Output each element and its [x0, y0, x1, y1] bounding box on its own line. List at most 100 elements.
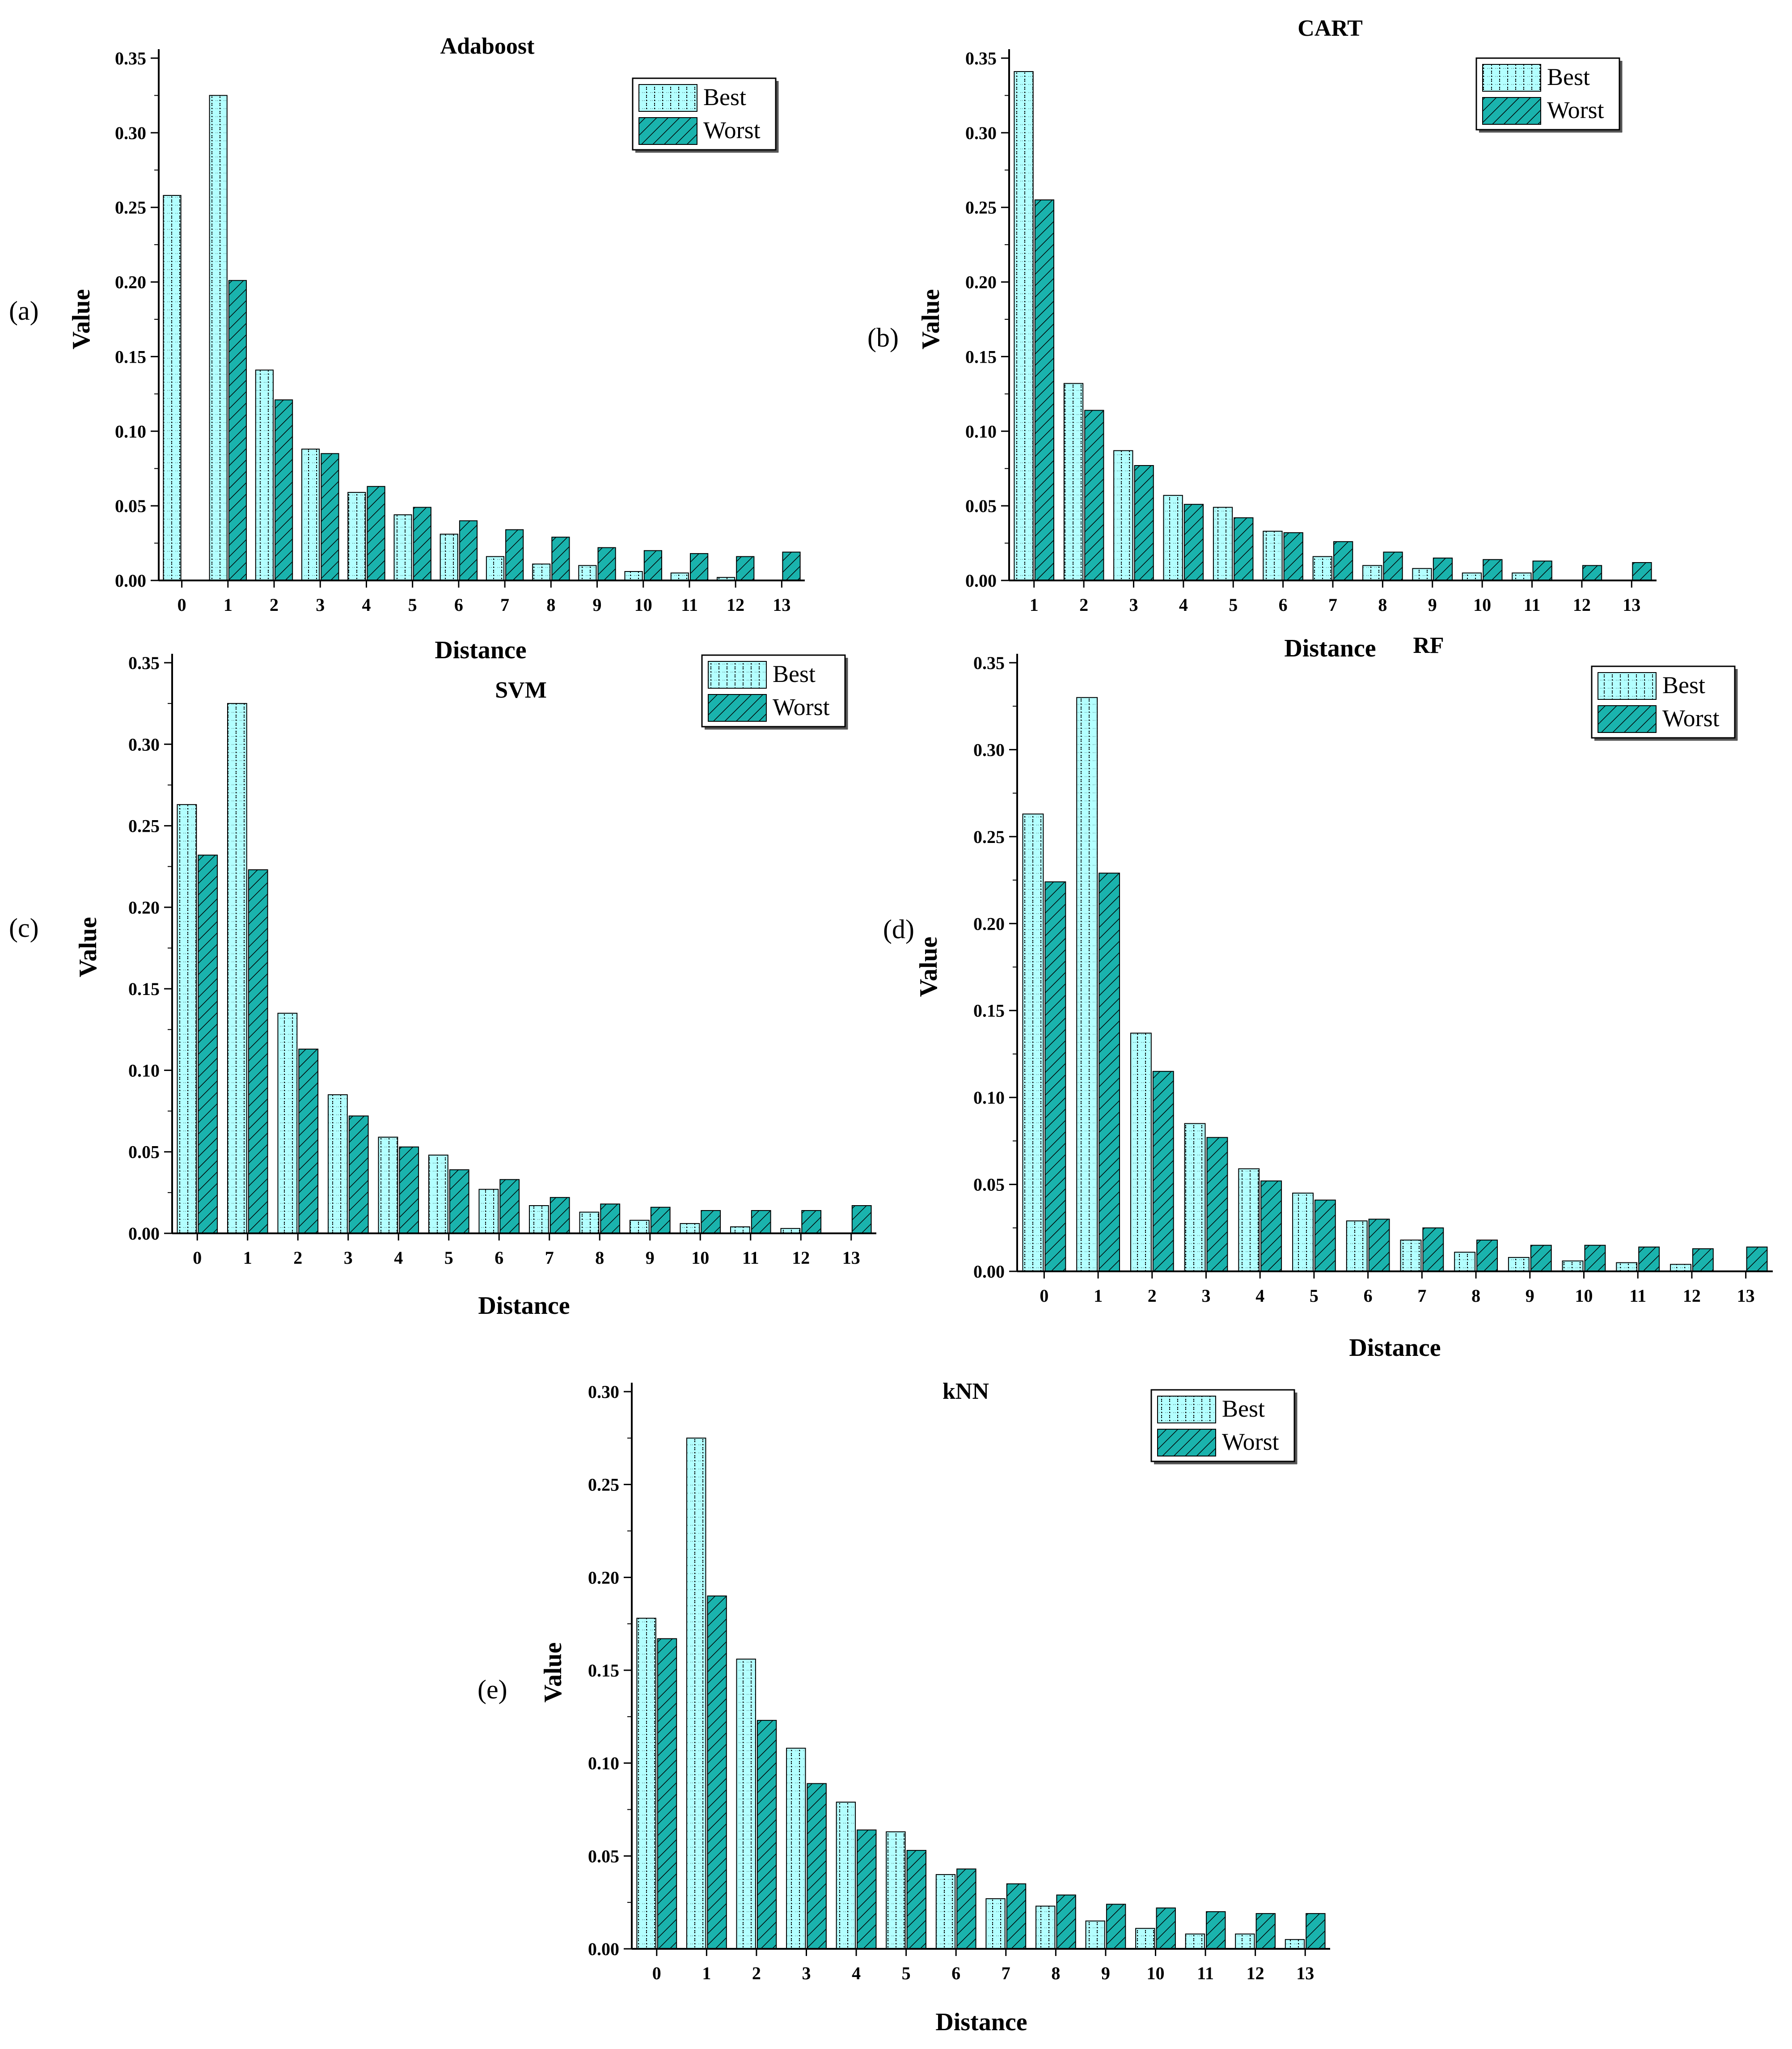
- chart-knn: (e) kNN Distance Value 0.00 0.05 0.10 0.15 0…: [478, 1379, 1330, 2036]
- y-tick-label: 0.05: [588, 1846, 619, 1866]
- bar-best-5: [428, 1155, 448, 1234]
- bar-best-1: [209, 95, 228, 581]
- bar-worst-8: [1476, 1240, 1498, 1272]
- panel-label: (a): [9, 296, 39, 326]
- x-tick-label: 6: [494, 1248, 503, 1268]
- bar-best-8: [1035, 1905, 1056, 1949]
- bar-worst-11: [1532, 560, 1552, 581]
- x-tick-label: 3: [1129, 595, 1138, 615]
- y-tick-label: 0.05: [128, 1142, 160, 1162]
- x-tick-label: 9: [646, 1248, 655, 1268]
- bar-best-5: [1213, 507, 1233, 581]
- x-tick-label: 6: [951, 1963, 960, 1983]
- y-tick-label: 0.25: [965, 198, 997, 218]
- bar-worst-12: [1255, 1913, 1276, 1950]
- bar-best-1: [1014, 71, 1034, 581]
- chart-title: SVM: [495, 677, 547, 703]
- x-tick-label: 4: [362, 595, 371, 615]
- bar-worst-10: [1156, 1907, 1176, 1950]
- x-tick-label: 5: [1310, 1286, 1319, 1306]
- bar-best-0: [636, 1617, 656, 1949]
- legend-label-best: Best: [1547, 64, 1590, 90]
- bar-best-6: [440, 533, 458, 581]
- bar-worst-3: [807, 1783, 827, 1949]
- bar-worst-0: [198, 855, 218, 1234]
- bar-worst-9: [650, 1207, 671, 1234]
- bar-best-1: [1076, 697, 1098, 1272]
- x-axis-label: Distance: [935, 2008, 1027, 2036]
- chart-adaboost: (a) Adaboost Distance Value 0.00 0.05 0.10…: [9, 34, 805, 664]
- bar-worst-6: [1283, 532, 1303, 581]
- x-tick-label: 13: [773, 595, 790, 615]
- bar-best-12: [1235, 1933, 1255, 1949]
- bar-best-4: [1238, 1168, 1260, 1272]
- bar-best-10: [680, 1223, 700, 1234]
- bar-worst-13: [1306, 1913, 1326, 1950]
- bar-worst-4: [857, 1829, 877, 1949]
- bar-worst-0: [1044, 881, 1066, 1272]
- bar-worst-5: [906, 1850, 926, 1949]
- chart-title: CART: [1298, 16, 1363, 41]
- bar-worst-3: [348, 1115, 369, 1234]
- y-tick-label: 0.05: [973, 1175, 1005, 1195]
- bar-best-11: [1616, 1262, 1638, 1272]
- bar-worst-13: [851, 1205, 872, 1234]
- bar-best-3: [301, 449, 320, 581]
- bar-worst-6: [956, 1868, 976, 1949]
- x-tick-label: 11: [681, 595, 698, 615]
- x-tick-label: 13: [1737, 1286, 1755, 1306]
- bar-worst-13: [782, 551, 801, 581]
- bar-worst-12: [736, 556, 755, 581]
- bar-worst-4: [367, 486, 385, 581]
- x-tick-label: 9: [1428, 595, 1437, 615]
- x-tick-label: 12: [727, 595, 744, 615]
- y-tick-label: 0.35: [973, 653, 1005, 673]
- legend-swatch-worst: [708, 694, 767, 722]
- chart-rf: (d) RF Distance Value 0.00 0.05 0.10 0.15 0.…: [883, 633, 1773, 1362]
- x-tick-label: 3: [316, 595, 325, 615]
- legend-swatch-best: [638, 84, 697, 112]
- bar-worst-2: [1152, 1071, 1174, 1272]
- y-tick-label: 0.35: [965, 48, 997, 68]
- y-tick-label: 0.15: [128, 979, 160, 999]
- bar-worst-10: [701, 1210, 721, 1234]
- bar-worst-5: [449, 1169, 469, 1234]
- bar-worst-7: [1006, 1883, 1027, 1950]
- x-tick-label: 1: [1030, 595, 1039, 615]
- x-tick-label: 8: [595, 1248, 604, 1268]
- bar-worst-5: [1234, 517, 1254, 581]
- bar-worst-8: [551, 537, 570, 581]
- legend-swatch-worst: [1598, 705, 1657, 733]
- x-tick-label: 9: [593, 595, 602, 615]
- bar-worst-10: [643, 550, 663, 581]
- y-tick-label: 0.10: [973, 1088, 1005, 1108]
- y-tick-label: 0.00: [115, 571, 146, 591]
- bar-best-4: [347, 492, 366, 581]
- bar-worst-4: [1260, 1180, 1282, 1272]
- bar-worst-2: [1084, 410, 1104, 581]
- bar-best-2: [736, 1659, 756, 1950]
- x-tick-label: 7: [1002, 1963, 1010, 1983]
- y-tick-label: 0.30: [128, 734, 160, 754]
- y-tick-label: 0.15: [588, 1660, 619, 1681]
- x-tick-label: 7: [545, 1248, 554, 1268]
- bar-worst-1: [1099, 872, 1120, 1272]
- x-tick-label: 1: [702, 1963, 711, 1983]
- bar-best-2: [1063, 383, 1084, 581]
- bar-best-3: [1113, 450, 1133, 581]
- legend-swatch-best: [1482, 64, 1541, 92]
- legend-label-worst: Worst: [1547, 97, 1604, 123]
- x-tick-label: 9: [1526, 1286, 1534, 1306]
- x-tick-label: 2: [1148, 1286, 1157, 1306]
- x-axis-label: Distance: [435, 636, 526, 664]
- bar-best-7: [486, 556, 505, 581]
- bar-best-11: [730, 1226, 750, 1234]
- bar-best-6: [935, 1874, 956, 1949]
- x-tick-label: 6: [1279, 595, 1288, 615]
- x-tick-label: 9: [1101, 1963, 1110, 1983]
- bar-best-5: [886, 1831, 906, 1949]
- legend: Best Worst: [632, 77, 779, 153]
- bar-worst-2: [275, 399, 293, 581]
- bar-best-0: [177, 804, 197, 1234]
- bar-best-5: [1292, 1193, 1314, 1272]
